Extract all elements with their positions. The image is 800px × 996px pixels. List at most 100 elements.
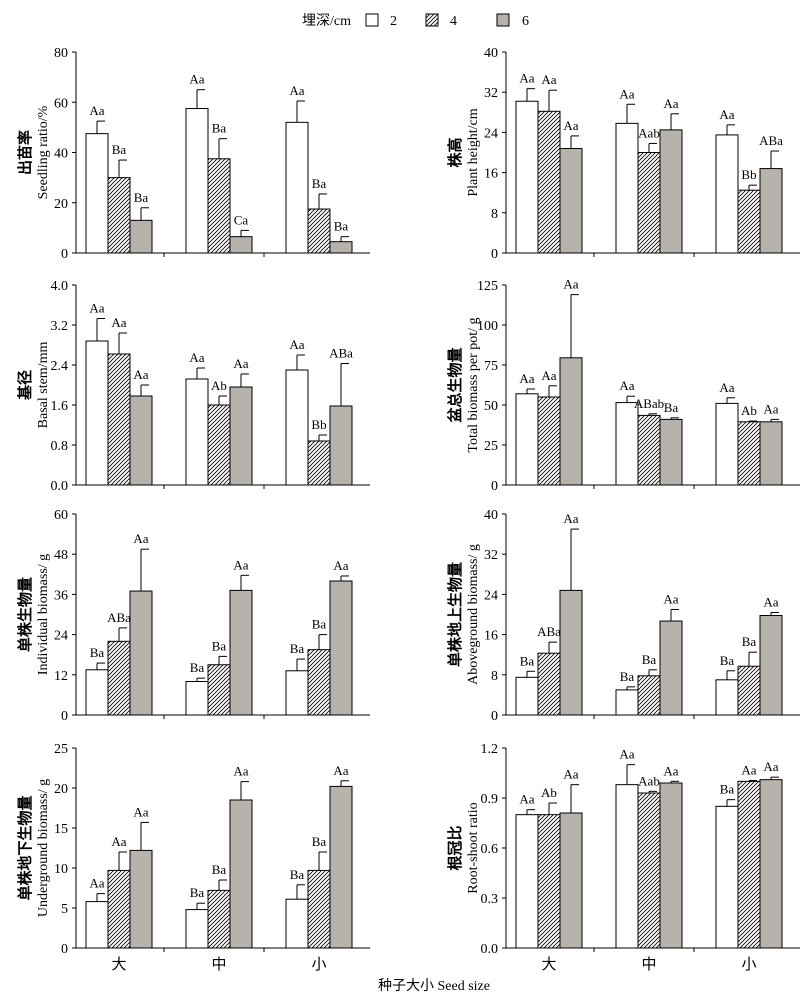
significance-label: Ba xyxy=(312,176,327,191)
significance-label: ABa xyxy=(107,610,131,625)
bar-大-6 xyxy=(559,357,583,486)
y-tick-label: 75 xyxy=(484,359,498,374)
y-tick-label: 20 xyxy=(54,782,68,797)
y-tick-label: 5 xyxy=(61,902,68,917)
bar-小-2 xyxy=(715,402,739,486)
significance-label: Aa xyxy=(719,380,734,395)
chart-panel-1: 0 20 40 60 80 Aa Aa Aa Ba Ba Ba Ba Ca Ba 出苗率 Seedling r… xyxy=(16,46,370,262)
y-tick-label: 1.2 xyxy=(481,742,499,757)
y-axis-label-cn: 单株生物量 xyxy=(16,577,34,652)
y-tick-label: 10 xyxy=(54,862,68,877)
bar-小-6 xyxy=(759,779,783,949)
bar-小-2 xyxy=(285,369,309,486)
bar-大-2 xyxy=(85,669,109,716)
bar-大-4 xyxy=(107,869,131,949)
significance-label: Aa xyxy=(111,315,126,330)
significance-label: Aa xyxy=(89,301,104,316)
bar-小-4 xyxy=(307,869,331,949)
y-axis-label-cn: 盆总生物量 xyxy=(446,347,464,423)
bar-中-6 xyxy=(229,589,253,716)
significance-label: Aa xyxy=(563,511,578,526)
significance-label: ABa xyxy=(759,133,783,148)
x-category-label: 小 xyxy=(311,956,326,973)
significance-label: Aa xyxy=(663,96,678,111)
significance-label: ABa xyxy=(329,346,353,361)
significance-label: Bb xyxy=(311,417,326,432)
y-tick-label: 40 xyxy=(484,46,498,61)
significance-label: Aa xyxy=(541,72,556,87)
significance-label: Aa xyxy=(563,767,578,782)
y-tick-label: 8 xyxy=(491,207,498,222)
bar-中-6 xyxy=(229,799,253,949)
significance-label: Aa xyxy=(763,759,778,774)
bar-中-6 xyxy=(659,620,683,716)
significance-label: Ba xyxy=(112,142,127,157)
bar-小-2 xyxy=(285,670,309,716)
bar-中-2 xyxy=(615,402,639,486)
y-tick-label: 0.9 xyxy=(481,792,499,807)
bar-中-2 xyxy=(185,378,209,486)
y-tick-label: 36 xyxy=(54,588,68,603)
legend-label-2: 2 xyxy=(390,14,397,29)
bar-大-4 xyxy=(537,652,561,716)
significance-label: Ba xyxy=(134,190,149,205)
bar-大-2 xyxy=(85,340,109,486)
y-axis-label-en: Aboveground biomass/ g xyxy=(466,544,481,685)
significance-label: Aa xyxy=(741,763,756,778)
significance-label: Ba xyxy=(290,867,305,882)
x-axis-title: 种子大小 Seed size xyxy=(378,978,490,994)
significance-label: Aa xyxy=(763,401,778,416)
bar-大-2 xyxy=(515,814,539,949)
significance-label: Ba xyxy=(742,634,757,649)
bar-中-4 xyxy=(207,664,231,716)
y-tick-label: 40 xyxy=(484,508,498,523)
significance-label: Bb xyxy=(741,167,756,182)
significance-label: Aa xyxy=(563,118,578,133)
y-axis-label-en: Total biomass per pot/ g xyxy=(466,317,481,452)
bar-中-4 xyxy=(637,675,661,716)
significance-label: Aa xyxy=(289,337,304,352)
legend-label-4: 4 xyxy=(450,14,457,29)
significance-label: Aa xyxy=(663,591,678,606)
y-axis-label-cn: 出苗率 xyxy=(16,130,34,175)
significance-label: Aa xyxy=(289,83,304,98)
significance-label: Aa xyxy=(133,531,148,546)
significance-label: Aa xyxy=(519,71,534,86)
bar-大-6 xyxy=(559,147,583,254)
y-tick-label: 2.4 xyxy=(51,359,69,374)
y-tick-label: 25 xyxy=(54,742,68,757)
significance-label: Aab xyxy=(638,773,660,788)
bar-大-6 xyxy=(559,812,583,949)
significance-label: Aa xyxy=(89,103,104,118)
significance-label: Ba xyxy=(212,862,227,877)
significance-label: Aa xyxy=(133,804,148,819)
bar-中-4 xyxy=(637,414,661,486)
y-tick-label: 24 xyxy=(54,629,68,644)
bar-大-6 xyxy=(129,590,153,716)
bar-中-6 xyxy=(229,386,253,486)
y-tick-label: 0 xyxy=(61,247,68,262)
significance-label: Ba xyxy=(334,219,349,234)
y-tick-label: 3.2 xyxy=(51,319,69,334)
y-tick-label: 0.0 xyxy=(481,942,499,957)
y-axis-label-cn: 根冠比 xyxy=(446,825,464,870)
legend: 埋深/cm 2 4 6 xyxy=(302,13,529,29)
y-tick-label: 0 xyxy=(491,247,498,262)
y-tick-label: 12 xyxy=(54,669,68,684)
bar-中-6 xyxy=(659,782,683,949)
bar-小-2 xyxy=(285,121,309,254)
significance-label: Aa xyxy=(619,747,634,762)
y-tick-label: 0 xyxy=(491,709,498,724)
significance-label: Ba xyxy=(720,782,735,797)
bar-大-4 xyxy=(537,110,561,254)
bar-大-2 xyxy=(515,676,539,716)
significance-label: Ba xyxy=(312,834,327,849)
significance-label: Aa xyxy=(189,350,204,365)
y-axis-label-en: Seedling ratio/% xyxy=(36,105,51,199)
y-axis-label-en: Individual biomass/ g xyxy=(36,554,51,675)
bar-小-6 xyxy=(329,241,353,254)
y-axis-label-cn: 株高 xyxy=(446,137,464,167)
